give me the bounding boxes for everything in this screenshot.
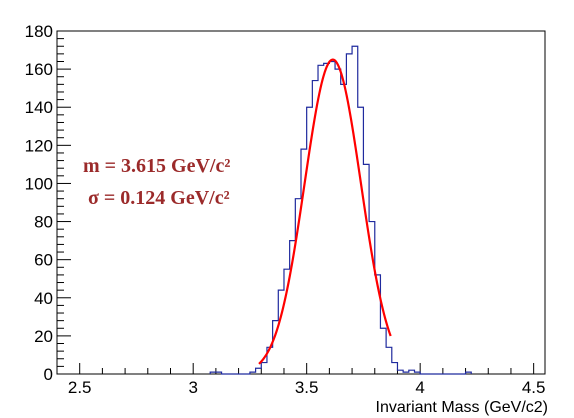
y-tick-label: 60 bbox=[34, 251, 53, 270]
x-tick-label: 3 bbox=[188, 378, 197, 397]
x-tick-label: 4 bbox=[415, 378, 424, 397]
x-tick-label: 4.5 bbox=[522, 378, 546, 397]
y-tick-label: 0 bbox=[44, 365, 53, 384]
x-axis: 2.5 3 3.5 4 4.5 bbox=[56, 363, 546, 397]
x-tick-label: 3.5 bbox=[295, 378, 319, 397]
gaussian-fit-curve bbox=[258, 58, 392, 365]
annotation-mean: m = 3.615 GeV/c² bbox=[83, 155, 230, 177]
plot-frame bbox=[56, 30, 546, 375]
y-tick-label: 160 bbox=[25, 60, 53, 79]
y-tick-label: 20 bbox=[34, 327, 53, 346]
x-axis-label: Invariant Mass (GeV/c2) bbox=[376, 399, 549, 416]
y-tick-label: 40 bbox=[34, 289, 53, 308]
y-tick-label: 180 bbox=[25, 22, 53, 41]
fit-series bbox=[258, 58, 392, 365]
y-tick-label: 80 bbox=[34, 213, 53, 232]
annotation-sigma: σ = 0.124 GeV/c² bbox=[88, 187, 230, 209]
x-tick-label: 2.5 bbox=[68, 378, 92, 397]
y-tick-label: 140 bbox=[25, 98, 53, 117]
y-tick-label: 120 bbox=[25, 136, 53, 155]
histogram-outline bbox=[209, 45, 472, 375]
y-axis: 0 20 40 60 80 100 120 140 160 180 bbox=[25, 22, 71, 384]
histogram-series bbox=[209, 45, 472, 375]
y-tick-label: 100 bbox=[25, 174, 53, 193]
